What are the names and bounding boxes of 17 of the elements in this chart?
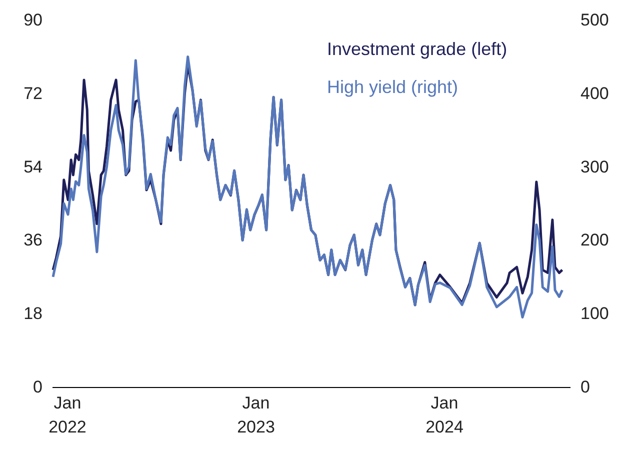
y-tick-label: 18 — [24, 304, 42, 324]
y-tick-label: 36 — [24, 230, 42, 250]
y-tick-label: 72 — [24, 84, 42, 103]
y2-tick-label: 200 — [580, 230, 609, 250]
x-tick-label: Jan 2023 — [237, 394, 275, 436]
y-tick-label: 90 — [24, 10, 42, 30]
x-tick-label: Jan 2024 — [426, 394, 464, 436]
y-tick-label: 54 — [24, 157, 42, 176]
y2-tick-label: 300 — [580, 157, 609, 176]
y2-tick-label: 500 — [580, 10, 609, 30]
y-tick-label: 0 — [33, 378, 42, 396]
y2-tick-label: 100 — [580, 304, 609, 324]
text: High yield (right) — [327, 77, 458, 97]
x-tick-label: Jan 2022 — [48, 394, 86, 436]
y2-tick-label: 400 — [580, 84, 609, 103]
text: Investment grade (left) — [327, 39, 508, 59]
y2-tick-label: 0 — [580, 378, 590, 396]
